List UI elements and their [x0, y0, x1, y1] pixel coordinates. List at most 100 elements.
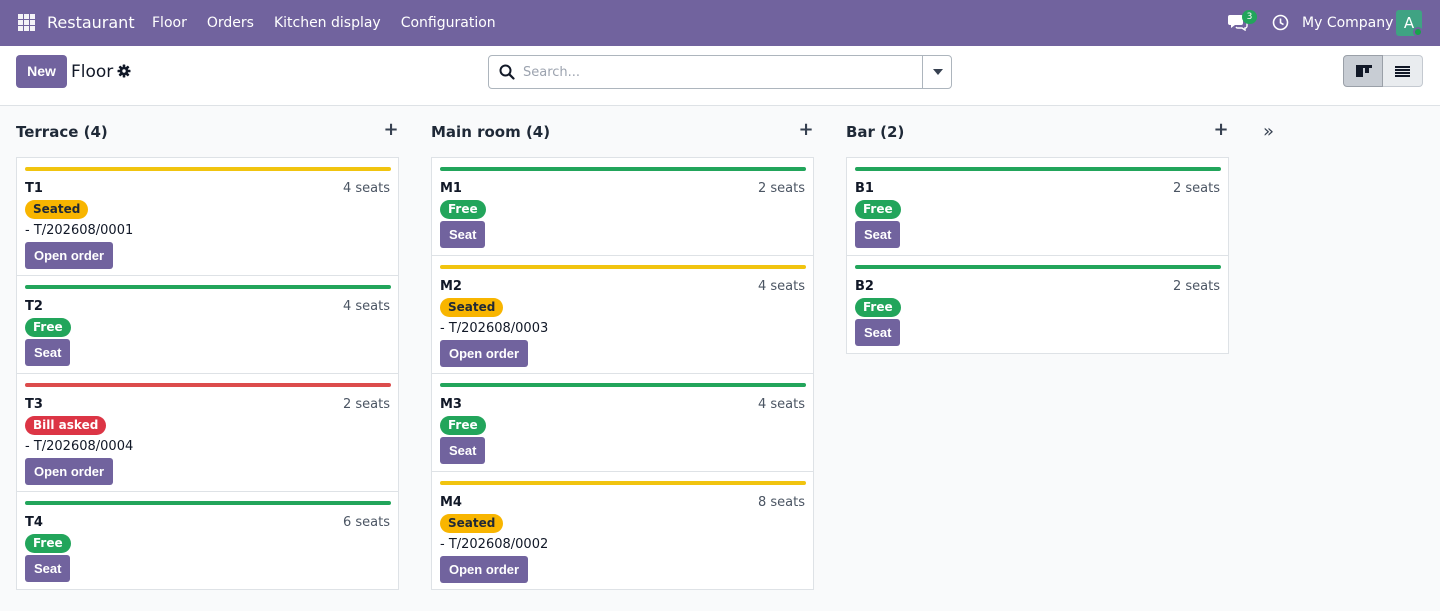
status-badge: Seated — [25, 200, 89, 219]
list-view-button[interactable] — [1383, 55, 1423, 87]
order-reference: - T/202608/0003 — [440, 321, 549, 336]
status-badge: Seated — [440, 514, 504, 533]
status-badge: Free — [25, 534, 71, 553]
company-switcher[interactable]: My Company — [1302, 15, 1394, 31]
caret-down-icon — [933, 69, 943, 75]
add-plus-icon[interactable]: + — [1213, 119, 1229, 140]
table-name: M2 — [440, 279, 462, 294]
search-input[interactable] — [523, 62, 903, 82]
table-name: T3 — [25, 397, 43, 412]
status-stripe — [855, 265, 1221, 269]
seat-button[interactable]: Seat — [440, 221, 486, 248]
seats-count: 2 seats — [1172, 279, 1220, 294]
top-navbar: Restaurant Floor Orders Kitchen display … — [0, 0, 1440, 46]
seat-button[interactable]: Seat — [855, 319, 901, 346]
table-name: T1 — [25, 181, 43, 196]
app-brand[interactable]: Restaurant — [47, 13, 135, 32]
open-order-button[interactable]: Open order — [440, 556, 529, 583]
page-title: Floor — [71, 62, 114, 82]
table-card-t4[interactable]: T4 6 seats Free Seat — [16, 491, 399, 590]
table-card-t1[interactable]: T1 4 seats Seated - T/202608/0001 Open o… — [16, 157, 399, 276]
status-stripe — [25, 167, 391, 171]
seats-count: 4 seats — [757, 397, 805, 412]
column-header[interactable]: Terrace (4) — [16, 123, 108, 141]
status-badge: Free — [855, 298, 901, 317]
control-panel: New Floor — [0, 46, 1440, 106]
main-menu: Floor Orders Kitchen display Configurati… — [152, 15, 516, 31]
add-plus-icon[interactable]: + — [383, 119, 399, 140]
seats-count: 4 seats — [757, 279, 805, 294]
status-stripe — [25, 501, 391, 505]
table-name: M3 — [440, 397, 462, 412]
status-badge: Free — [440, 416, 486, 435]
table-name: B1 — [855, 181, 874, 196]
seats-count: 4 seats — [342, 181, 390, 196]
table-card-m4[interactable]: M4 8 seats Seated - T/202608/0002 Open o… — [431, 471, 814, 590]
add-plus-icon[interactable]: + — [798, 119, 814, 140]
user-avatar[interactable]: A — [1396, 10, 1422, 36]
status-badge: Bill asked — [25, 416, 107, 435]
seat-button[interactable]: Seat — [25, 555, 71, 582]
menu-item-configuration[interactable]: Configuration — [400, 15, 496, 31]
search-icon — [499, 64, 515, 80]
table-name: B2 — [855, 279, 874, 294]
kanban-view-button[interactable] — [1343, 55, 1383, 87]
list-icon — [1395, 66, 1410, 78]
kanban-icon — [1356, 65, 1372, 79]
chat-count-badge: 3 — [1242, 10, 1257, 24]
open-order-button[interactable]: Open order — [25, 242, 114, 269]
app-grid-icon[interactable] — [18, 14, 35, 31]
table-card-t3[interactable]: T3 2 seats Bill asked - T/202608/0004 Op… — [16, 373, 399, 492]
search-options-toggle[interactable] — [922, 56, 952, 88]
seat-button[interactable]: Seat — [25, 339, 71, 366]
table-card-t2[interactable]: T2 4 seats Free Seat — [16, 275, 399, 374]
search-bar — [488, 55, 952, 89]
column-cards: T1 4 seats Seated - T/202608/0001 Open o… — [16, 157, 399, 590]
table-card-b2[interactable]: B2 2 seats Free Seat — [846, 255, 1229, 354]
status-stripe — [440, 265, 806, 269]
clock-icon[interactable] — [1272, 14, 1289, 31]
table-card-m1[interactable]: M1 2 seats Free Seat — [431, 157, 814, 256]
column-header[interactable]: Main room (4) — [431, 123, 551, 141]
seat-button[interactable]: Seat — [440, 437, 486, 464]
open-order-button[interactable]: Open order — [440, 340, 529, 367]
seats-count: 2 seats — [1172, 181, 1220, 196]
menu-item-floor[interactable]: Floor — [152, 15, 187, 31]
menu-item-kitchen-display[interactable]: Kitchen display — [273, 15, 381, 31]
status-badge: Free — [440, 200, 486, 219]
view-switcher — [1343, 55, 1424, 87]
seat-button[interactable]: Seat — [855, 221, 901, 248]
menu-item-orders[interactable]: Orders — [206, 15, 254, 31]
table-name: T2 — [25, 299, 43, 314]
order-reference: - T/202608/0004 — [25, 439, 134, 454]
column-cards: M1 2 seats Free Seat M2 4 seats Seated -… — [431, 157, 814, 590]
open-order-button[interactable]: Open order — [25, 458, 114, 485]
column-cards: B1 2 seats Free Seat B2 2 seats Free Sea… — [846, 157, 1229, 354]
seats-count: 6 seats — [342, 515, 390, 530]
gear-icon[interactable] — [117, 64, 131, 78]
status-badge: Seated — [440, 298, 504, 317]
table-card-m3[interactable]: M3 4 seats Free Seat — [431, 373, 814, 472]
status-badge: Free — [855, 200, 901, 219]
seats-count: 4 seats — [342, 299, 390, 314]
online-status-dot — [1413, 27, 1423, 37]
table-card-m2[interactable]: M2 4 seats Seated - T/202608/0003 Open o… — [431, 255, 814, 374]
table-name: M1 — [440, 181, 462, 196]
table-card-b1[interactable]: B1 2 seats Free Seat — [846, 157, 1229, 256]
status-stripe — [440, 383, 806, 387]
seats-count: 8 seats — [757, 495, 805, 510]
status-stripe — [25, 285, 391, 289]
status-stripe — [440, 481, 806, 485]
seats-count: 2 seats — [757, 181, 805, 196]
order-reference: - T/202608/0001 — [25, 223, 134, 238]
seats-count: 2 seats — [342, 397, 390, 412]
status-stripe — [855, 167, 1221, 171]
status-badge: Free — [25, 318, 71, 337]
fold-columns-icon[interactable]: » — [1263, 121, 1275, 142]
order-reference: - T/202608/0002 — [440, 537, 549, 552]
column-header[interactable]: Bar (2) — [846, 123, 905, 141]
status-stripe — [25, 383, 391, 387]
table-name: M4 — [440, 495, 462, 510]
new-button[interactable]: New — [16, 55, 67, 88]
table-name: T4 — [25, 515, 43, 530]
